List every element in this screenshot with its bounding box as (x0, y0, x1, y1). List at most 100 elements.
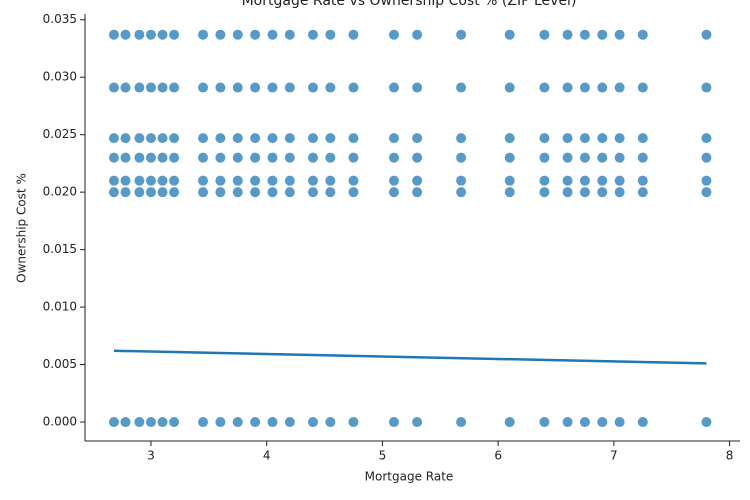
point (504, 152, 515, 163)
point (307, 133, 318, 144)
point (562, 133, 573, 144)
point (456, 417, 467, 428)
y-tick-label: 0.000 (43, 415, 77, 429)
point (108, 133, 119, 144)
point (562, 29, 573, 40)
point (325, 82, 336, 93)
point (267, 29, 278, 40)
point (579, 417, 590, 428)
point (157, 82, 168, 93)
x-tick-label: 4 (263, 449, 271, 463)
point (250, 417, 261, 428)
point (637, 417, 648, 428)
point (614, 187, 625, 198)
chart-title: Mortgage Rate vs Ownership Cost % (ZIP L… (242, 0, 577, 9)
point (579, 152, 590, 163)
point (388, 152, 399, 163)
point (215, 29, 226, 40)
point (157, 152, 168, 163)
point (134, 152, 145, 163)
point (637, 152, 648, 163)
point (701, 82, 712, 93)
point (325, 417, 336, 428)
point (232, 417, 243, 428)
point (614, 152, 625, 163)
point (134, 82, 145, 93)
point (701, 133, 712, 144)
point (108, 29, 119, 40)
point (198, 29, 209, 40)
point (284, 29, 295, 40)
point (215, 417, 226, 428)
point (348, 29, 359, 40)
point (597, 175, 608, 186)
point (597, 417, 608, 428)
point (157, 417, 168, 428)
point (614, 29, 625, 40)
point (539, 29, 550, 40)
point (134, 133, 145, 144)
point (198, 187, 209, 198)
point (232, 29, 243, 40)
point (504, 133, 515, 144)
point (157, 29, 168, 40)
point (169, 29, 180, 40)
point (232, 175, 243, 186)
point (579, 29, 590, 40)
point (504, 417, 515, 428)
point (307, 82, 318, 93)
point (456, 152, 467, 163)
point (169, 187, 180, 198)
point (562, 187, 573, 198)
point (284, 82, 295, 93)
point (504, 82, 515, 93)
point (562, 417, 573, 428)
point (412, 417, 423, 428)
point (232, 82, 243, 93)
point (562, 175, 573, 186)
point (267, 133, 278, 144)
point (539, 133, 550, 144)
point (701, 152, 712, 163)
point (134, 29, 145, 40)
y-tick-label: 0.015 (43, 242, 77, 256)
point (120, 82, 131, 93)
point (597, 29, 608, 40)
point (284, 175, 295, 186)
y-tick-label: 0.025 (43, 127, 77, 141)
point (134, 175, 145, 186)
point (325, 175, 336, 186)
point (267, 187, 278, 198)
point (169, 175, 180, 186)
point (562, 82, 573, 93)
point (267, 152, 278, 163)
point (539, 152, 550, 163)
y-axis-label: Ownership Cost % (15, 173, 29, 283)
point (169, 417, 180, 428)
point (579, 82, 590, 93)
x-tick-label: 8 (726, 449, 734, 463)
point (637, 187, 648, 198)
point (169, 133, 180, 144)
x-tick-label: 6 (494, 449, 502, 463)
point (614, 82, 625, 93)
point (250, 152, 261, 163)
point (145, 82, 156, 93)
point (579, 133, 590, 144)
x-tick-label: 3 (147, 449, 155, 463)
point (456, 82, 467, 93)
point (157, 133, 168, 144)
point (637, 29, 648, 40)
point (614, 133, 625, 144)
y-tick-label: 0.005 (43, 357, 77, 371)
point (597, 152, 608, 163)
point (232, 187, 243, 198)
point (456, 29, 467, 40)
point (267, 417, 278, 428)
point (215, 133, 226, 144)
point (157, 187, 168, 198)
point (108, 417, 119, 428)
point (539, 175, 550, 186)
y-tick-label: 0.010 (43, 300, 77, 314)
